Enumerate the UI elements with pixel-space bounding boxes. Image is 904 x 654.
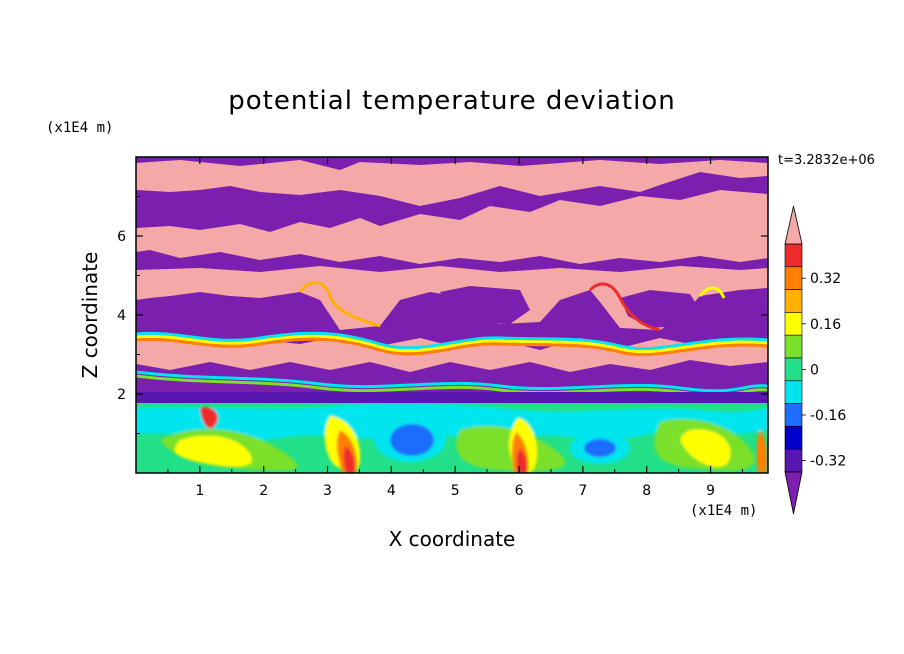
colorbar-top-extension [784, 205, 803, 245]
colorbar-label: 0.32 [810, 271, 841, 287]
x-tick-label: 2 [259, 483, 268, 499]
x-tick-label: 6 [515, 483, 524, 499]
x-axis-unit: (x1E4 m) [690, 503, 758, 519]
chart-title: potential temperature deviation [228, 86, 676, 116]
eddy-orange-3 [756, 430, 767, 473]
y-tick-label: 4 [117, 308, 126, 324]
colorbar-label: 0 [810, 362, 819, 378]
colorbar-segment [784, 448, 803, 473]
eddy-red-1 [343, 446, 355, 473]
x-tick-label: 9 [706, 483, 715, 499]
purple-pocket-1 [440, 286, 530, 324]
transition-line-2 [136, 334, 768, 354]
y-tick-label: 2 [117, 387, 126, 403]
eddy-cyan-1 [136, 403, 768, 441]
transition-line-6 [698, 286, 726, 299]
eddy-blue-1 [390, 424, 434, 456]
x-tick-label: 5 [451, 483, 460, 499]
x-tick-label: 8 [642, 483, 651, 499]
colorbar-segment [784, 266, 803, 290]
lower-pink-band [136, 266, 768, 330]
eddy-yellow-4 [680, 429, 731, 467]
transition-line-4 [298, 281, 381, 328]
transition-line-3 [136, 337, 768, 357]
x-tick-label: 3 [323, 483, 332, 499]
x-ticks: 1 2 3 4 5 6 7 8 9 [167, 157, 743, 499]
pink-band-z3 [136, 334, 768, 372]
colorbar-segment [784, 426, 803, 450]
colorbar-segment [784, 289, 803, 313]
eddies [136, 403, 768, 473]
eddy-yellow-1 [174, 435, 252, 467]
y-ticks: 2 4 6 [117, 196, 768, 434]
time-label: t=3.2832e+06 [778, 153, 875, 168]
dark-purple-strip [136, 392, 768, 404]
middle-pink-band [136, 190, 768, 264]
contour-field [136, 157, 768, 473]
colorbar-segment [784, 312, 803, 336]
transition-line-7 [136, 370, 768, 393]
colorbar-label: 0.16 [810, 317, 841, 333]
purple-pocket-2 [620, 290, 700, 328]
x-tick-label: 4 [387, 483, 396, 499]
x-axis-label: X coordinate [0, 527, 904, 551]
x-tick-label: 7 [578, 483, 587, 499]
eddy-red-3 [200, 407, 218, 429]
x-axis-label-text: X coordinate [388, 527, 516, 551]
colorbar-segment [784, 243, 803, 268]
x-tick-label: 1 [195, 483, 204, 499]
colorbar: 0.32 0.16 0 -0.16 -0.32 [784, 205, 846, 515]
colorbar-bottom-extension [784, 471, 803, 515]
transition-line-1 [136, 331, 768, 351]
upper-pink-band [136, 160, 768, 206]
colorbar-label: -0.16 [810, 408, 846, 424]
colorbar-label: -0.32 [810, 454, 846, 470]
colorbar-segment [784, 403, 803, 427]
eddy-blue-2 [584, 439, 616, 457]
colorbar-segment [784, 380, 803, 404]
colorbar-segment [784, 357, 803, 382]
transition-line-5 [588, 282, 661, 332]
y-axis-unit: (x1E4 m) [46, 120, 114, 136]
colorbar-segment [784, 334, 803, 359]
y-tick-label: 6 [117, 229, 126, 245]
